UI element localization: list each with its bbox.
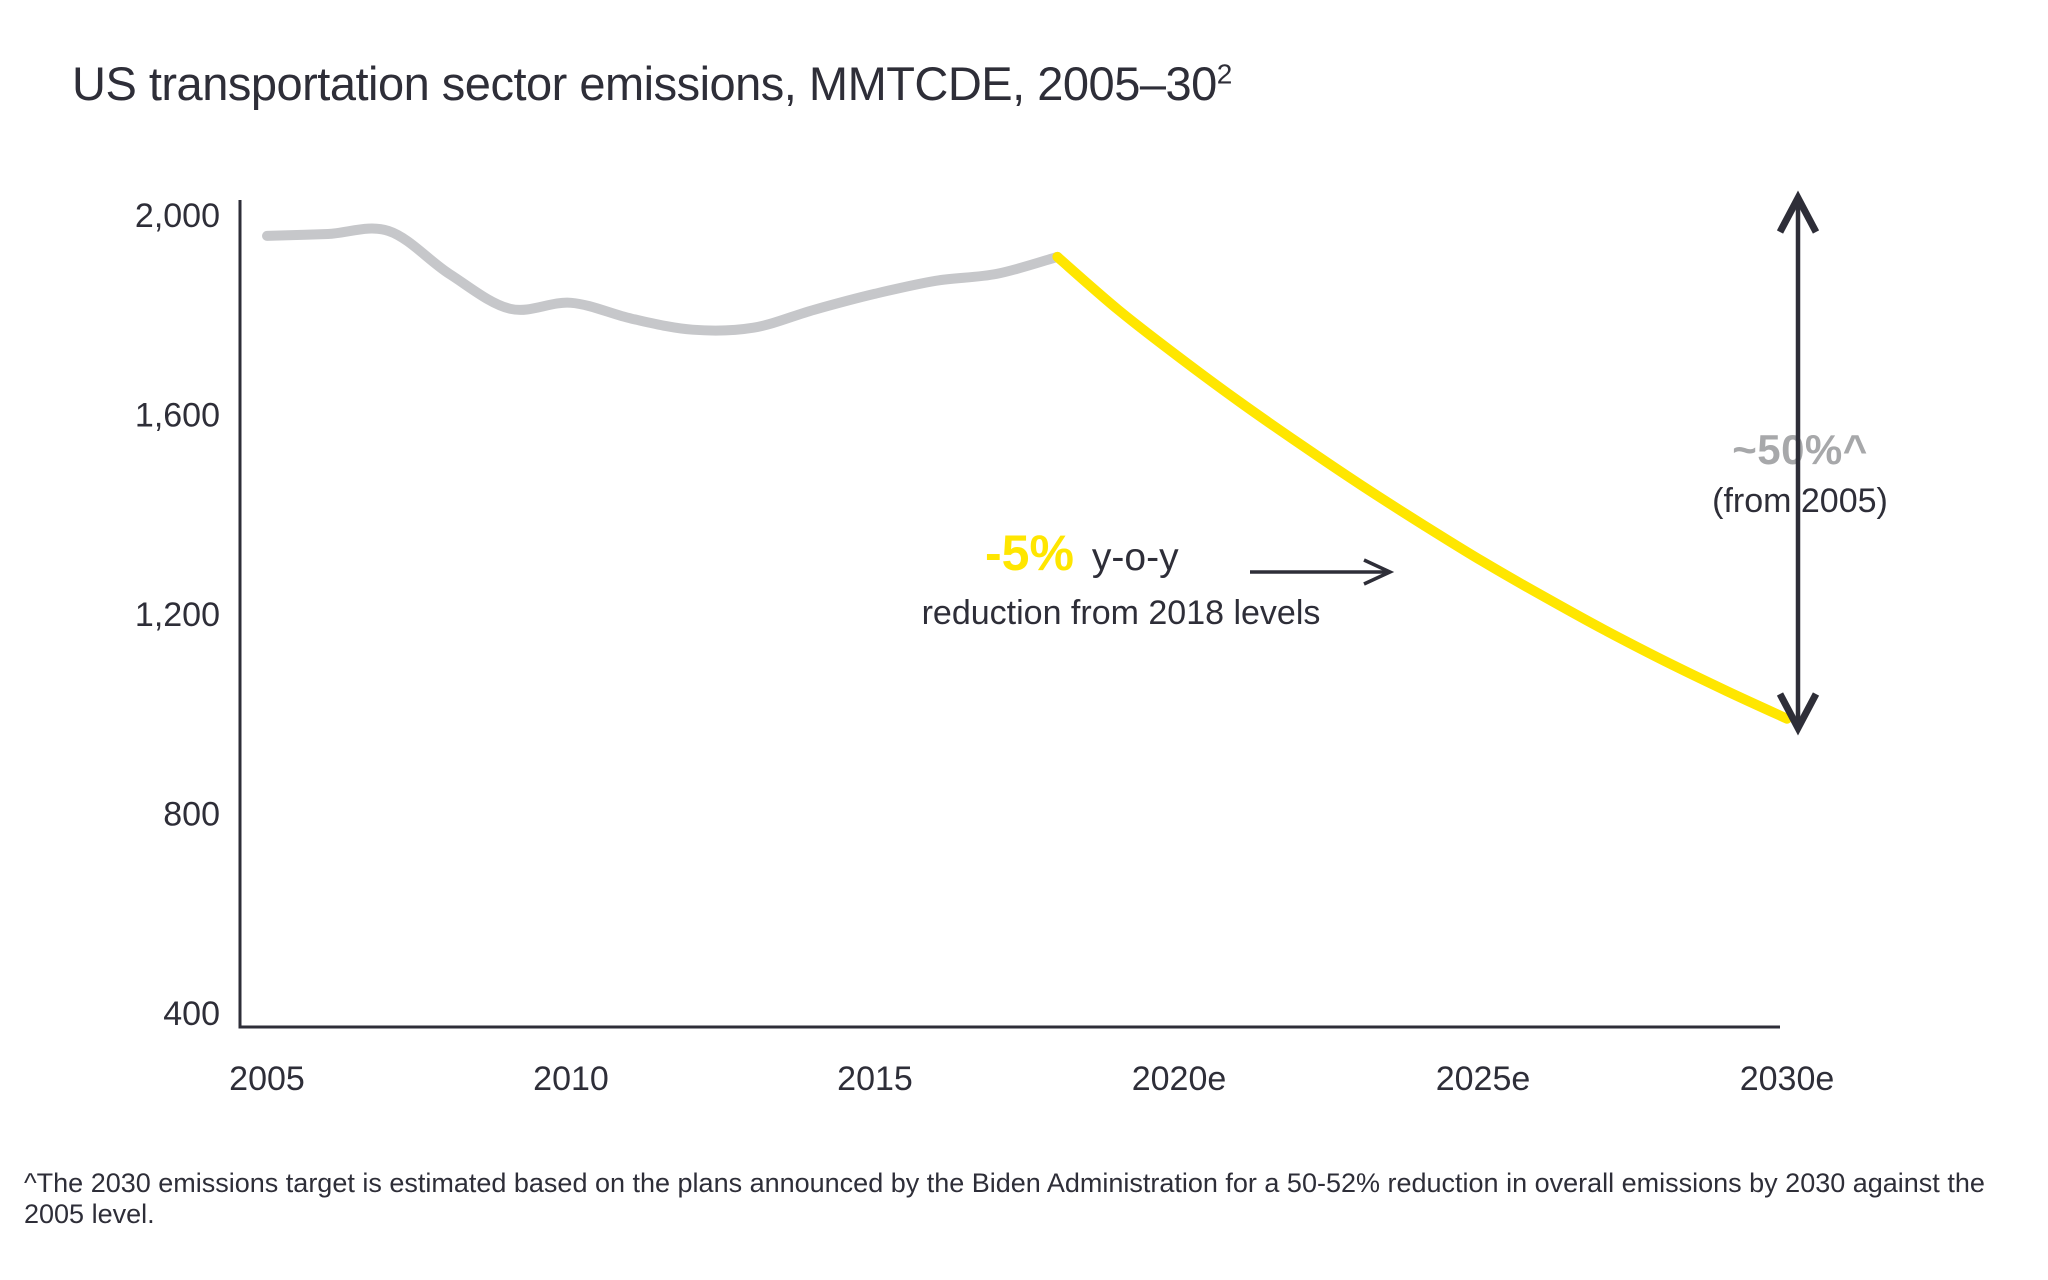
yoy-caption: reduction from 2018 levels [921, 594, 1321, 632]
x-axis-tick-label: 2005 [229, 1060, 305, 1098]
x-axis-tick-label: 2025e [1436, 1060, 1531, 1098]
page-title-text: US transportation sector emissions, MMTC… [72, 57, 1217, 110]
x-axis-tick-label: 2020e [1132, 1060, 1227, 1098]
x-axis-tick-label: 2015 [837, 1060, 913, 1098]
axis-lines [238, 200, 1780, 1029]
x-axis-tick-label: 2010 [533, 1060, 609, 1098]
right-arrow-icon [1250, 558, 1395, 586]
y-axis-tick-label: 1,600 [135, 397, 220, 435]
x-axis-tick-label: 2030e [1740, 1060, 1835, 1098]
yoy-annotation: -5% y-o-y [985, 524, 1179, 582]
y-axis-tick-label: 400 [163, 995, 220, 1033]
y-axis-tick-label: 1,200 [135, 596, 220, 634]
projected-emissions-line [1052, 251, 1792, 724]
footnote: ^The 2030 emissions target is estimated … [24, 1168, 1985, 1229]
up-down-range-arrow-icon [1776, 190, 1820, 736]
page-title-superscript: 2 [1216, 58, 1233, 90]
yoy-percent: -5% [985, 525, 1074, 581]
historical-emissions-line [262, 223, 1063, 336]
yoy-suffix: y-o-y [1091, 536, 1179, 579]
y-axis-tick-label: 2,000 [135, 197, 220, 235]
page-title: US transportation sector emissions, MMTC… [72, 56, 1232, 111]
y-axis-tick-label: 800 [163, 796, 220, 834]
